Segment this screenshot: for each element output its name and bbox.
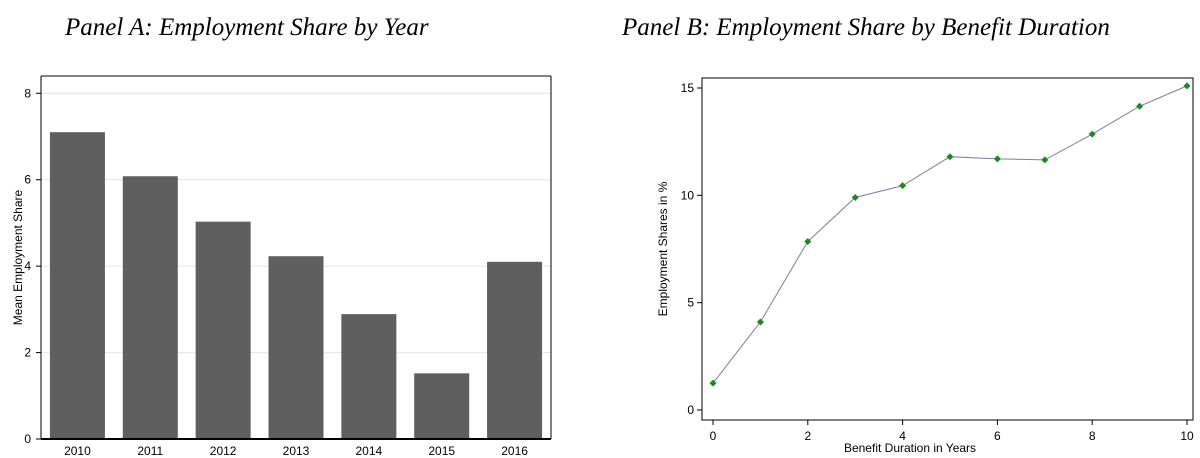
data-point	[804, 237, 812, 245]
y-tick-label: 10	[681, 188, 695, 202]
bar	[49, 132, 105, 439]
data-point	[993, 155, 1001, 163]
y-tick-label: 5	[687, 296, 694, 310]
data-point	[1136, 102, 1144, 110]
y-tick-label: 15	[681, 81, 695, 95]
panel-a-y-ticks: 0 2 4 6 8	[24, 86, 41, 446]
panel-b-x-axis-label: Benefit Duration in Years	[844, 441, 976, 455]
bar	[122, 176, 178, 439]
panel-a-bars	[49, 132, 543, 439]
data-point	[709, 379, 717, 387]
x-tick-label: 6	[994, 429, 1001, 443]
y-tick-label: 6	[24, 173, 31, 187]
data-point	[1183, 82, 1191, 90]
x-tick-label: 2016	[501, 444, 528, 458]
x-tick-label: 2012	[210, 444, 237, 458]
data-point	[899, 182, 907, 190]
bar	[414, 373, 470, 439]
y-tick-label: 4	[24, 259, 31, 273]
data-point	[756, 318, 764, 326]
panel-b-markers	[709, 82, 1191, 387]
panel-b-y-axis-label: Employment Shares in %	[656, 181, 670, 316]
bar	[487, 261, 543, 439]
bar	[268, 256, 324, 439]
panel-b-y-ticks: 0 5 10 15	[681, 81, 702, 417]
panel-a-x-ticks: 2010 2011 2012 2013 2014 2015 2016	[64, 444, 528, 458]
y-tick-label: 8	[24, 86, 31, 100]
bar	[341, 314, 397, 439]
panel-b-x-ticks: 0 2 4 6 8 10	[710, 420, 1194, 443]
x-tick-label: 2010	[64, 444, 91, 458]
x-tick-label: 2	[804, 429, 811, 443]
x-tick-label: 0	[710, 429, 717, 443]
data-point	[946, 153, 954, 161]
panel-a-title: Panel A: Employment Share by Year	[65, 14, 429, 41]
y-tick-label: 0	[687, 403, 694, 417]
panel-b-series-line	[712, 85, 1188, 384]
x-tick-label: 2015	[428, 444, 455, 458]
x-tick-label: 2011	[137, 444, 163, 458]
y-tick-label: 0	[24, 432, 31, 446]
bar	[195, 221, 251, 439]
panel-b-title: Panel B: Employment Share by Benefit Dur…	[622, 14, 1110, 41]
x-tick-label: 10	[1180, 429, 1194, 443]
data-point	[851, 193, 859, 201]
x-tick-label: 4	[899, 429, 906, 443]
panel-b-plot-frame	[701, 77, 1194, 421]
panel-a-bar-chart: 0 2 4 6 8 2010 2011 2012 2013 2014 2015 2016 Mean …	[11, 75, 552, 458]
data-point	[1041, 156, 1049, 164]
x-tick-label: 8	[1089, 429, 1096, 443]
x-tick-label: 2014	[356, 444, 383, 458]
data-point	[1088, 130, 1096, 138]
y-tick-label: 2	[24, 346, 31, 360]
x-tick-label: 2013	[283, 444, 310, 458]
panel-a-y-axis-label: Mean Employment Share	[11, 189, 25, 325]
